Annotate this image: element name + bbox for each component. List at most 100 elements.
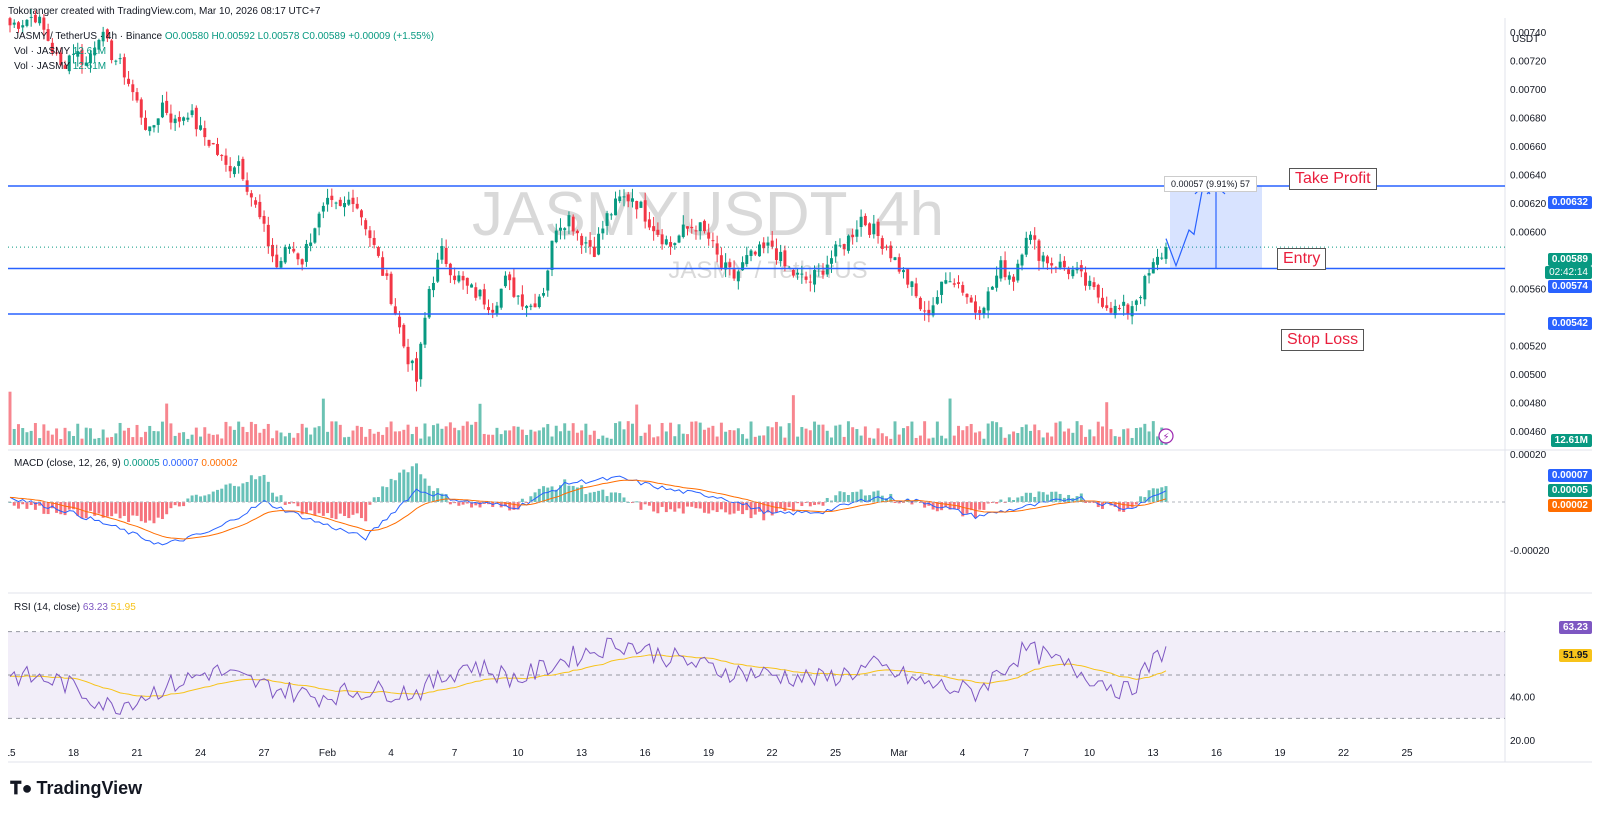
macd-histogram-bar bbox=[1054, 491, 1058, 502]
macd-histogram-bar bbox=[1113, 502, 1117, 507]
time-tick: 22 bbox=[1338, 748, 1350, 759]
volume-bar bbox=[982, 438, 986, 445]
macd-histogram-bar bbox=[825, 497, 829, 502]
macd-histogram-bar bbox=[813, 502, 817, 505]
entry-label[interactable]: Entry bbox=[1277, 248, 1327, 270]
candle bbox=[1071, 269, 1075, 277]
volume-bar bbox=[220, 438, 224, 445]
candle bbox=[736, 271, 740, 282]
macd-histogram-bar bbox=[550, 486, 554, 502]
candle bbox=[326, 197, 330, 205]
macd-histogram-bar bbox=[122, 502, 126, 516]
volume-bar bbox=[453, 427, 457, 445]
volume-bar bbox=[25, 432, 29, 445]
volume-bar bbox=[863, 426, 867, 445]
candle bbox=[330, 195, 334, 201]
rsi-legend[interactable]: RSI (14, close) 63.23 51.95 bbox=[14, 602, 136, 613]
macd-histogram-bar bbox=[961, 502, 965, 517]
macd-histogram-bar bbox=[558, 485, 562, 502]
volume-bar bbox=[228, 426, 232, 445]
candle bbox=[1126, 304, 1130, 314]
candle bbox=[258, 201, 262, 218]
candle bbox=[931, 305, 935, 316]
volume-bar bbox=[851, 427, 855, 445]
macd-histogram-bar bbox=[580, 485, 584, 502]
volume-bar bbox=[1079, 425, 1083, 445]
macd-histogram-bar bbox=[389, 478, 393, 502]
rsi-label: RSI (14, close) bbox=[14, 602, 81, 613]
macd-histogram-bar bbox=[84, 502, 88, 519]
volume-legend-2[interactable]: Vol · JASMY 12.61M bbox=[14, 61, 106, 72]
candle bbox=[224, 155, 228, 165]
macd-histogram-bar bbox=[571, 485, 575, 502]
volume-bar bbox=[93, 438, 97, 445]
symbol-legend[interactable]: JASMY / TetherUS · 4h · Binance O0.00580… bbox=[14, 31, 434, 42]
candle bbox=[42, 17, 46, 30]
candle bbox=[1130, 306, 1134, 317]
stop-loss-label[interactable]: Stop Loss bbox=[1281, 329, 1365, 351]
volume-bar bbox=[50, 434, 54, 445]
volume-bar bbox=[558, 431, 562, 445]
macd-histogram-bar bbox=[355, 502, 359, 514]
macd-histogram-bar bbox=[190, 495, 194, 502]
volume-bar bbox=[580, 430, 584, 445]
macd-histogram-bar bbox=[474, 502, 478, 506]
ohlc-values: O0.00580 H0.00592 L0.00578 C0.00589 +0.0… bbox=[164, 31, 434, 42]
volume-bar bbox=[199, 436, 203, 445]
macd-histogram-bar bbox=[351, 502, 355, 515]
macd-legend[interactable]: MACD (close, 12, 26, 9) 0.00005 0.00007 … bbox=[14, 458, 238, 469]
macd-histogram-bar bbox=[834, 495, 838, 502]
candle bbox=[29, 16, 33, 18]
volume-bar bbox=[1156, 436, 1160, 445]
candle bbox=[588, 240, 592, 247]
candle bbox=[677, 235, 681, 243]
candle bbox=[389, 273, 393, 304]
candle bbox=[266, 224, 270, 247]
volume-bar bbox=[372, 433, 376, 445]
macd-histogram-bar bbox=[148, 502, 152, 521]
volume-bar bbox=[1117, 436, 1121, 445]
candle bbox=[914, 283, 918, 297]
macd-histogram-bar bbox=[660, 502, 664, 507]
volume-bar bbox=[423, 423, 427, 445]
macd-histogram-bar bbox=[33, 502, 37, 510]
macd-histogram-bar bbox=[372, 497, 376, 502]
candle bbox=[1050, 263, 1054, 266]
candle bbox=[639, 201, 643, 208]
tradingview-logo[interactable]: 𝐓● TradingView bbox=[10, 778, 142, 799]
candle bbox=[804, 276, 808, 280]
volume-bar bbox=[283, 436, 287, 445]
volume-bar bbox=[296, 433, 300, 445]
candle bbox=[698, 222, 702, 232]
time-tick: 19 bbox=[703, 748, 715, 759]
volume-bar bbox=[774, 421, 778, 445]
candle bbox=[338, 199, 342, 206]
lightning-glyph: ⚡ bbox=[1163, 432, 1170, 443]
volume-bar bbox=[736, 428, 740, 445]
candle bbox=[1096, 284, 1100, 298]
candle bbox=[601, 228, 605, 234]
volume-bar bbox=[232, 429, 236, 445]
volume-bar bbox=[194, 427, 198, 445]
macd-histogram-bar bbox=[165, 502, 169, 515]
macd-histogram-bar bbox=[220, 488, 224, 502]
volume-bar bbox=[131, 437, 135, 445]
time-tick: 16 bbox=[639, 748, 651, 759]
volume-bar bbox=[105, 437, 109, 445]
candle bbox=[279, 261, 283, 268]
volume-bar bbox=[715, 436, 719, 445]
macd-histogram-bar bbox=[131, 502, 135, 516]
volume-legend[interactable]: Vol · JASMY 12.61M bbox=[14, 46, 106, 57]
macd-histogram-bar bbox=[419, 474, 423, 502]
volume-bar bbox=[601, 435, 605, 445]
chart-canvas[interactable]: JASMYUSDT, 4h JASMY / TetherUS USDT0.00740… bbox=[8, 0, 1592, 770]
macd-histogram-bar bbox=[724, 502, 728, 513]
volume-bar bbox=[1088, 429, 1092, 445]
macd-histogram-bar bbox=[1096, 502, 1100, 508]
volume-bar bbox=[647, 424, 651, 445]
candle bbox=[448, 263, 452, 276]
volume-bar bbox=[626, 421, 630, 445]
take-profit-label[interactable]: Take Profit bbox=[1289, 168, 1377, 190]
candle bbox=[1007, 275, 1011, 280]
volume-bar bbox=[376, 431, 380, 445]
